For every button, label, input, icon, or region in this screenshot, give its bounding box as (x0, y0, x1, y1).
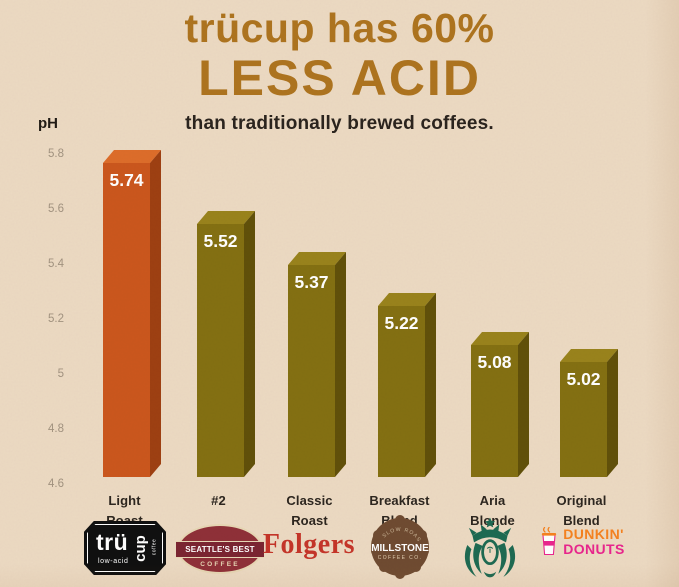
category-label: Classic Roast (286, 493, 333, 528)
y-tick-label: 5.4 (48, 258, 64, 270)
y-tick-label: 5.2 (48, 313, 64, 325)
starbucks-siren-logo (464, 517, 516, 578)
title-line1: trücup has 60% (184, 5, 495, 51)
bar-aria-blonde: 5.08 (471, 332, 529, 477)
logo-slot-dunkin: DUNKIN' DONUTS (534, 527, 630, 556)
bar-value-label: 5.02 (566, 369, 601, 389)
dunkin-cup-icon (542, 527, 557, 556)
bar-classic-roast: 5.37 (288, 252, 346, 477)
trucup-logo-coffee-text: coffee (151, 538, 158, 556)
bar-breakfast-blend: 5.22 (378, 293, 436, 477)
y-tick-label: 4.8 (48, 423, 64, 435)
y-tick-label: 5.8 (48, 148, 64, 160)
logo-slot-trucup: trü low-acid cup coffee (77, 521, 173, 575)
trucup-logo-text: trü (96, 529, 129, 555)
category-label: #2 (211, 493, 226, 508)
bar--2: 5.52 (197, 211, 255, 477)
seattles-best-logo-name: SEATTLE'S BEST (176, 541, 264, 558)
y-axis-label: pH (38, 115, 58, 132)
y-tick-label: 5.6 (48, 203, 64, 215)
trucup-logo: trü low-acid cup coffee (84, 521, 166, 575)
dunkin-wordmark: DUNKIN' DONUTS (563, 527, 625, 556)
dunkin-line1: DUNKIN' (563, 526, 624, 542)
dunkin-line2: DONUTS (563, 540, 625, 557)
dunkin-donuts-logo: DUNKIN' DONUTS (539, 527, 625, 556)
bar-value-label: 5.74 (109, 170, 144, 190)
trucup-logo-cup-text: cup (132, 535, 150, 562)
bar-value-label: 5.08 (477, 352, 512, 372)
logo-slot-starbucks (442, 514, 538, 580)
folgers-logo: Folgers (262, 529, 356, 560)
y-tick-label: 4.6 (48, 478, 64, 490)
seattles-best-logo: SEATTLE'S BEST COFFEE (176, 524, 264, 574)
bar-value-label: 5.52 (203, 231, 238, 251)
bar-original-blend: 5.02 (560, 349, 618, 477)
category-label: Original Blend (556, 493, 607, 528)
logo-slot-millstone: SLOW ROASTED MILLSTONE COFFEE CO. (352, 515, 448, 579)
millstone-name-text: MILLSTONE (371, 543, 429, 554)
millstone-logo: SLOW ROASTED MILLSTONE COFFEE CO. (368, 515, 429, 579)
subtitle: than traditionally brewed coffees. (185, 112, 494, 134)
bar-value-label: 5.22 (384, 313, 419, 333)
bar-light-roast: 5.74 (103, 150, 161, 477)
logo-slot-seattles-best: SEATTLE'S BEST COFFEE (172, 524, 268, 574)
seattles-best-logo-sub: COFFEE (200, 561, 240, 568)
millstone-sub-text: COFFEE CO. (378, 555, 423, 561)
logo-slot-folgers: Folgers (261, 529, 357, 561)
title-line2: LESS ACID (198, 49, 481, 106)
y-tick-label: 5 (57, 368, 64, 380)
trucup-logo-subtext: low-acid (98, 558, 129, 565)
bar-value-label: 5.37 (294, 272, 329, 292)
header: trücup has 60% LESS ACID than traditiona… (0, 5, 679, 135)
